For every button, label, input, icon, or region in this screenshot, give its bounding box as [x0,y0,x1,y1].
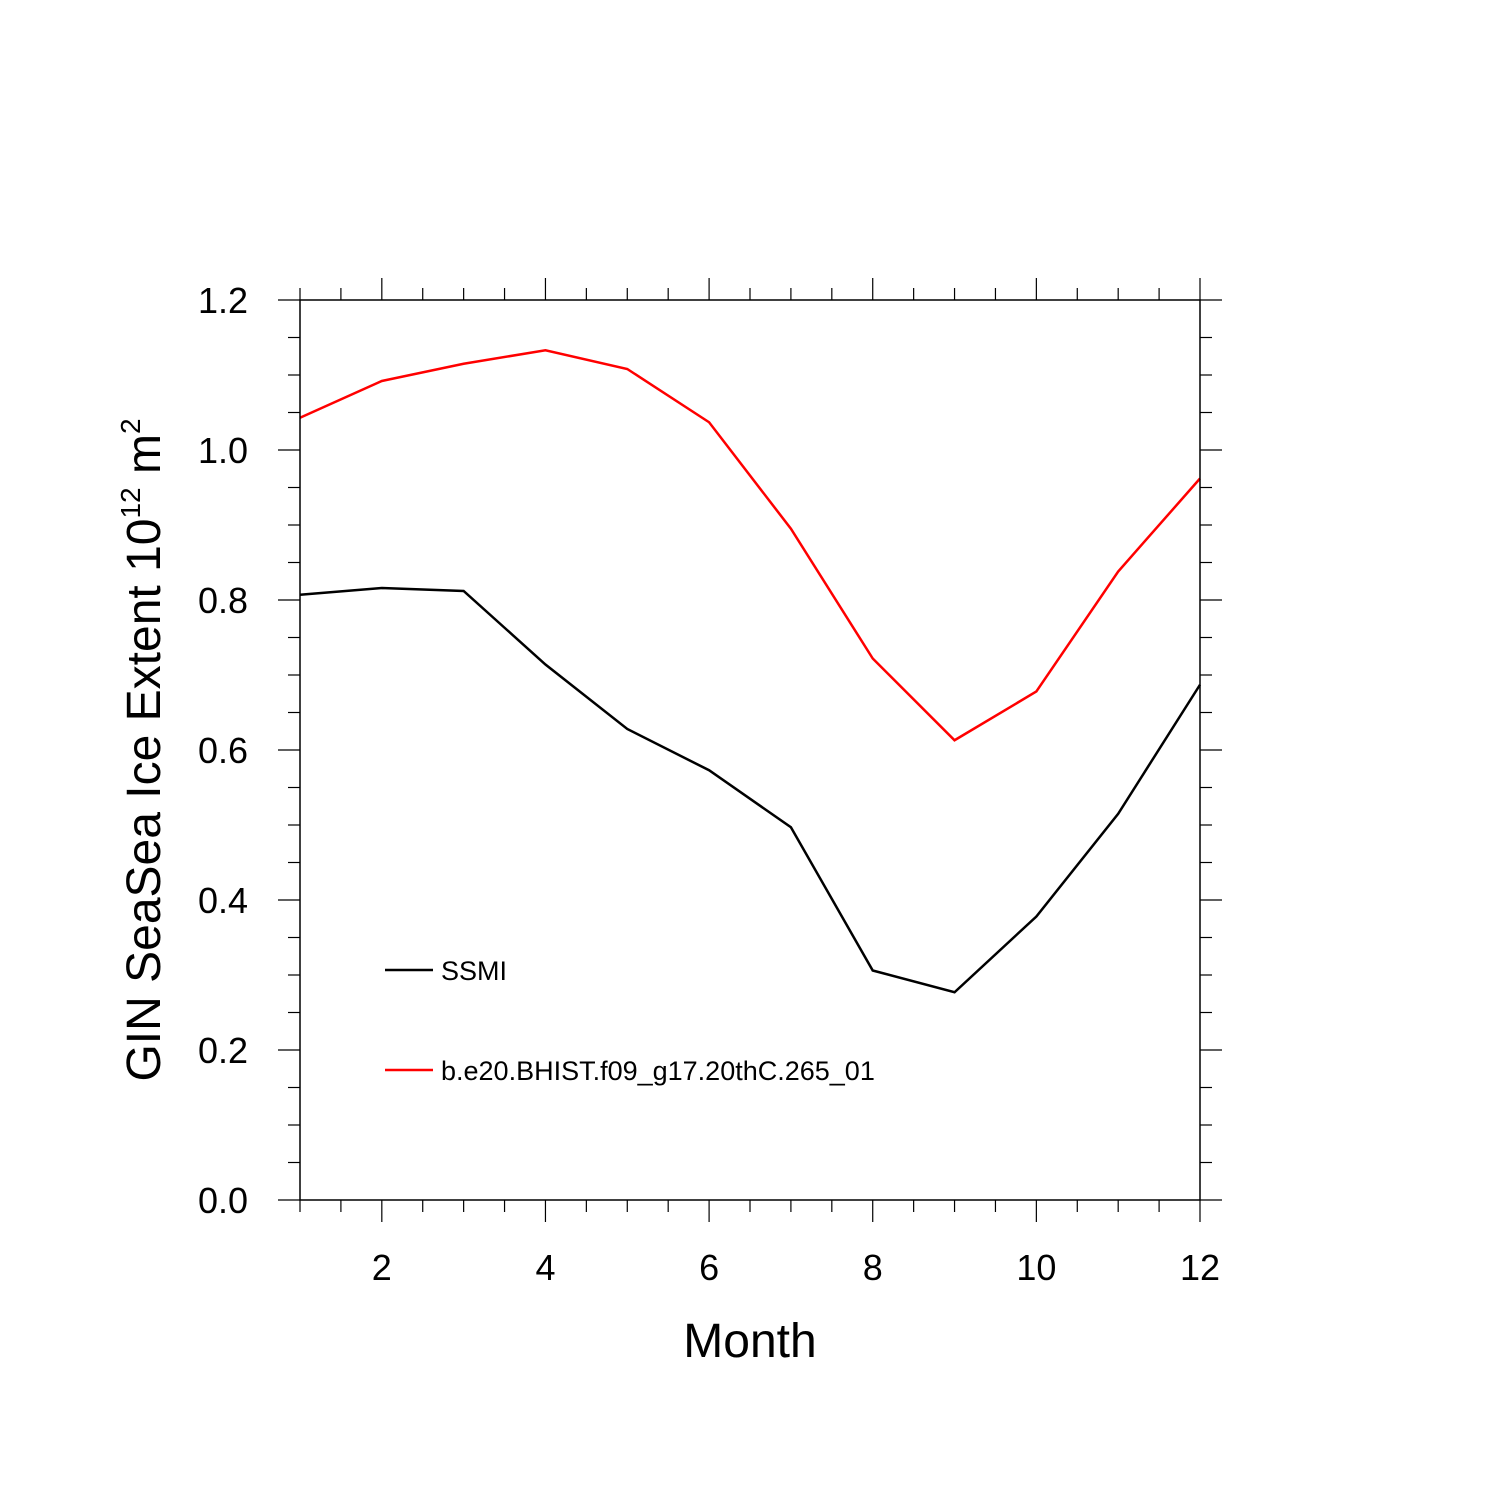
plot-frame [299,299,1201,1201]
x-tick-label: 2 [372,1247,392,1288]
x-tick-label: 12 [1180,1247,1220,1288]
y-tick-label: 1.2 [198,280,248,321]
y-axis-title-unit: m [118,434,171,487]
ticks [278,278,1222,1222]
y-tick-labels: 0.0 0.2 0.4 0.6 0.8 1.0 1.2 [198,280,248,1221]
x-tick-label: 4 [535,1247,555,1288]
y-axis-title: GIN SeaSea Ice Extent 1012 m2 [115,418,171,1081]
y-tick-label: 0.2 [198,1030,248,1071]
y-tick-label: 0.6 [198,730,248,771]
y-axis-title-superscript: 12 [115,487,146,518]
x-axis-title: Month [683,1315,816,1368]
y-tick-label: 0.4 [198,880,248,921]
y-tick-label: 0.8 [198,580,248,621]
y-axis-title-text: GIN SeaSea Ice Extent 10 [118,519,171,1082]
y-tick-label: 0.0 [198,1180,248,1221]
x-tick-label: 8 [863,1247,883,1288]
series-line-0 [299,586,1202,994]
y-axis-title-superscript-2: 2 [115,418,146,434]
x-tick-labels: 2 4 6 8 10 12 [372,1247,1220,1288]
series-line-1 [299,348,1201,742]
x-tick-label: 6 [699,1247,719,1288]
legend-label: b.e20.BHIST.f09_g17.20thC.265_01 [441,1056,875,1086]
x-tick-label: 10 [1016,1247,1056,1288]
legend: SSMI b.e20.BHIST.f09_g17.20thC.265_01 [385,956,875,1086]
series [299,348,1202,994]
y-tick-label: 1.0 [198,430,248,471]
legend-label: SSMI [441,956,507,986]
